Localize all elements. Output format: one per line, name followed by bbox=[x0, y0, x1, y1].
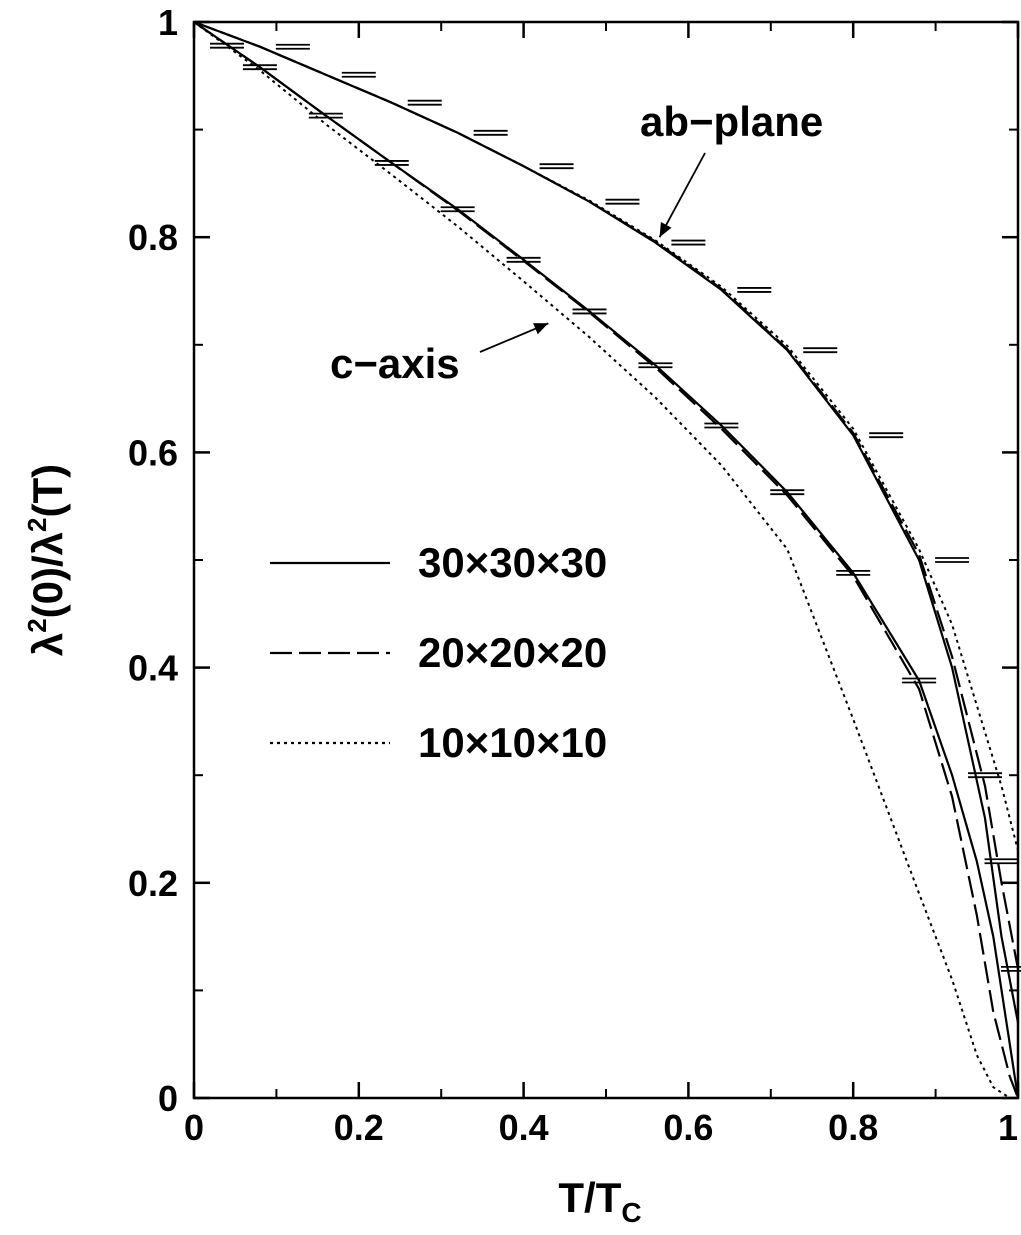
x-tick-label: 0.4 bbox=[499, 1107, 549, 1148]
y-tick-label: 0 bbox=[158, 1078, 178, 1119]
legend-label: 20×20×20 bbox=[418, 629, 607, 676]
y-tick-label: 0.6 bbox=[128, 432, 178, 473]
annotation-arrowhead-c-axis bbox=[533, 323, 549, 335]
annotation-arrow-ab-plane bbox=[658, 152, 706, 238]
axis-tick-labels: 0 0.2 0.4 0.6 0.8 1 0 0.2 0.4 0.6 0.8 1 bbox=[128, 2, 1018, 1148]
annotation-c-axis: c−axis bbox=[330, 340, 460, 387]
series-line-c-axis-dashed bbox=[193, 21, 1020, 1099]
legend-label: 30×30×30 bbox=[418, 539, 607, 586]
x-axis-label: T/TC bbox=[558, 1174, 641, 1228]
series-lines bbox=[193, 20, 1020, 1099]
series-line-ab-plane-dotted bbox=[193, 21, 1019, 851]
x-tick-label: 0.8 bbox=[828, 1107, 878, 1148]
y-tick-label: 1 bbox=[158, 2, 178, 43]
x-tick-label: 1 bbox=[998, 1107, 1018, 1148]
y-tick-label: 0.8 bbox=[128, 217, 178, 258]
x-tick-label: 0 bbox=[184, 1107, 204, 1148]
annotations: ab−plane c−axis bbox=[330, 98, 823, 387]
annotation-ab-plane: ab−plane bbox=[640, 98, 823, 145]
annotation-arrowhead-ab-plane bbox=[659, 222, 672, 238]
error-markers bbox=[209, 42, 1021, 972]
series-line-ab-plane-solid bbox=[193, 20, 1020, 1023]
y-axis-label: λ2(0)/λ2(T) bbox=[22, 464, 71, 656]
legend: 30×30×30 20×20×20 10×10×10 bbox=[270, 539, 607, 766]
x-tick-label: 0.6 bbox=[663, 1107, 713, 1148]
x-tick-label: 0.2 bbox=[334, 1107, 384, 1148]
legend-label: 10×10×10 bbox=[418, 719, 607, 766]
y-tick-label: 0.4 bbox=[128, 648, 178, 689]
axis-ticks bbox=[192, 20, 1020, 1100]
y-tick-label: 0.2 bbox=[128, 863, 178, 904]
